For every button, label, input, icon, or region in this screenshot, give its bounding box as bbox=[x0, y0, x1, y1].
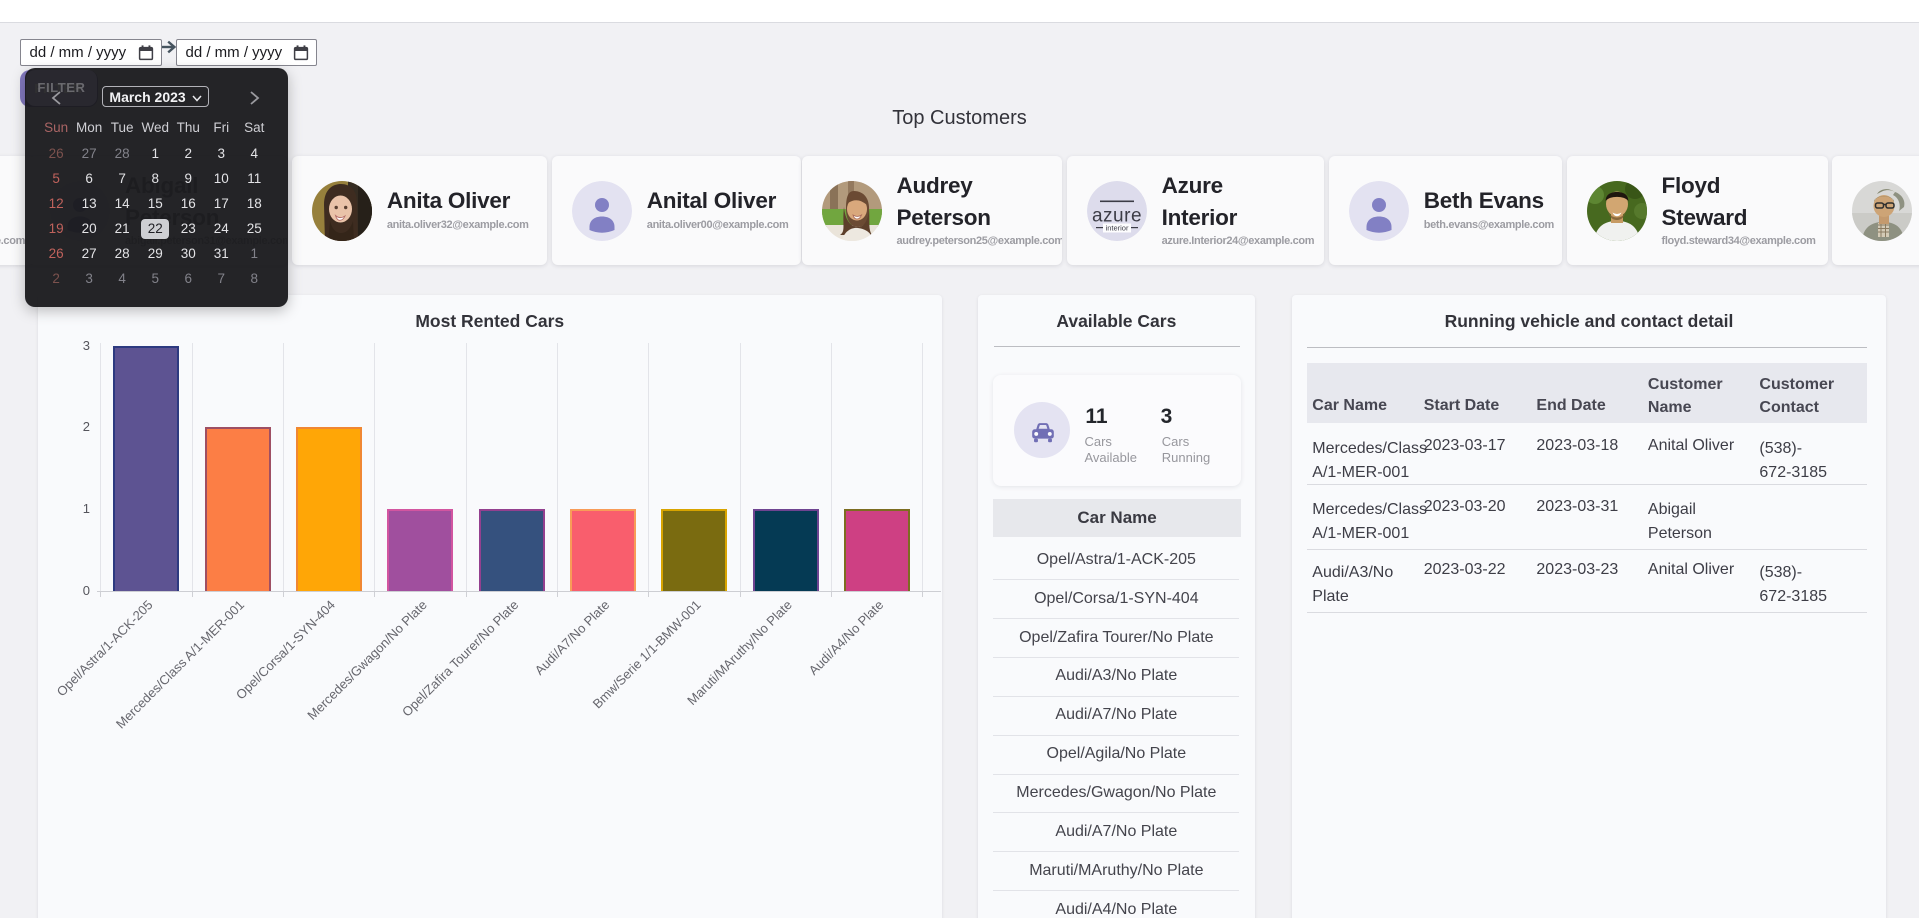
svg-text:azure: azure bbox=[1092, 206, 1142, 227]
svg-text:interior: interior bbox=[1105, 224, 1128, 233]
